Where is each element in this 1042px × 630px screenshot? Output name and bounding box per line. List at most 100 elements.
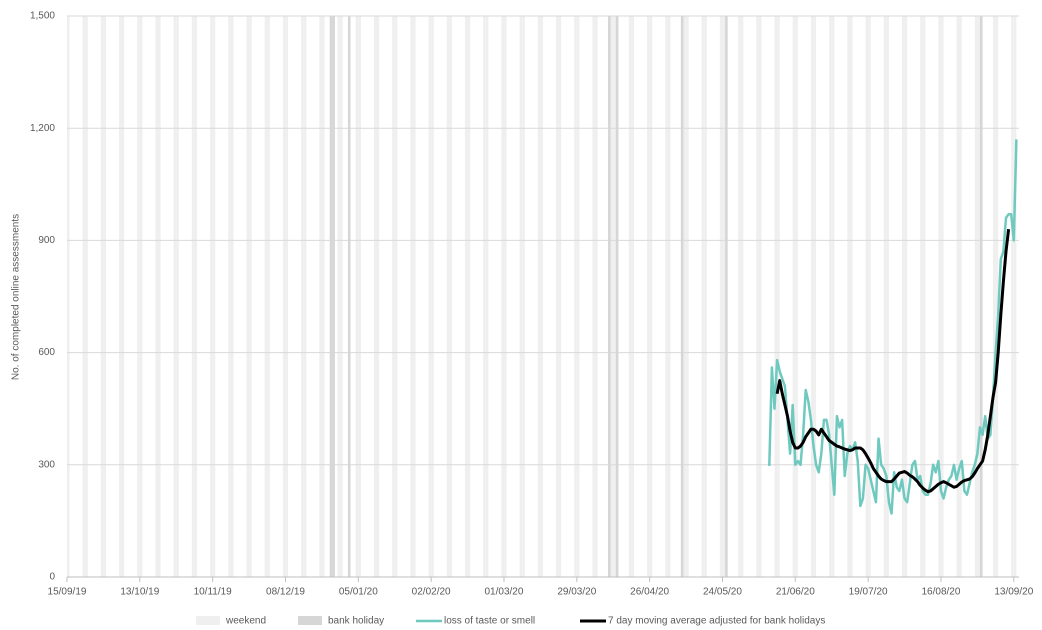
weekend-band bbox=[103, 16, 107, 577]
x-tick-label: 01/03/20 bbox=[485, 587, 524, 598]
weekend-band bbox=[412, 16, 416, 577]
weekend-band bbox=[665, 16, 668, 577]
weekend-band bbox=[740, 16, 744, 577]
weekend-band bbox=[722, 16, 726, 577]
weekend-band bbox=[756, 16, 759, 577]
x-tick-label: 26/04/20 bbox=[630, 587, 669, 598]
weekend-band bbox=[540, 16, 543, 577]
weekend-band bbox=[992, 16, 996, 577]
weekend-band bbox=[173, 16, 177, 577]
weekend-band bbox=[667, 16, 671, 577]
weekend-band bbox=[267, 16, 270, 577]
weekend-band bbox=[210, 16, 213, 577]
legend-label: 7 day moving average adjusted for bank h… bbox=[608, 616, 825, 627]
weekend-band bbox=[977, 16, 980, 577]
x-tick-label: 13/09/20 bbox=[994, 587, 1033, 598]
weekend-band bbox=[285, 16, 289, 577]
weekend-band bbox=[85, 16, 88, 577]
weekend-band bbox=[738, 16, 741, 577]
weekend-band bbox=[938, 16, 941, 577]
weekend-band bbox=[246, 16, 250, 577]
weekend-band bbox=[886, 16, 889, 577]
weekend-band bbox=[431, 16, 434, 577]
weekend-band bbox=[337, 16, 341, 577]
weekend-band bbox=[595, 16, 598, 577]
weekend-band bbox=[829, 16, 832, 577]
weekend-band bbox=[121, 16, 125, 577]
weekend-band bbox=[631, 16, 635, 577]
weekend-band bbox=[647, 16, 650, 577]
x-tick-label: 21/06/20 bbox=[776, 587, 815, 598]
weekend-band bbox=[446, 16, 450, 577]
weekend-band bbox=[904, 16, 908, 577]
weekend-band bbox=[537, 16, 541, 577]
weekend-band bbox=[501, 16, 504, 577]
weekend-band bbox=[464, 16, 468, 577]
weekend-band bbox=[319, 16, 322, 577]
weekend-band bbox=[865, 16, 869, 577]
weekend-band bbox=[449, 16, 452, 577]
weekend-band bbox=[628, 16, 632, 577]
weekend-band bbox=[922, 16, 926, 577]
weekend-band bbox=[264, 16, 268, 577]
y-axis-label: No. of completed online assessments bbox=[11, 214, 22, 380]
weekend-band bbox=[792, 16, 796, 577]
bank-holiday-band bbox=[329, 16, 333, 577]
weekend-band bbox=[556, 16, 559, 577]
weekend-band bbox=[777, 16, 780, 577]
weekend-band bbox=[940, 16, 944, 577]
weekend-band bbox=[376, 16, 380, 577]
weekend-band bbox=[813, 16, 817, 577]
weekend-band bbox=[428, 16, 432, 577]
bank-holiday-band bbox=[347, 16, 351, 577]
y-tick-label: 600 bbox=[38, 347, 55, 358]
series-line bbox=[768, 139, 1018, 515]
weekend-band bbox=[301, 16, 304, 577]
legend-label: loss of taste or smell bbox=[444, 616, 535, 627]
weekend-band bbox=[321, 16, 325, 577]
weekend-band bbox=[610, 16, 614, 577]
weekend-band bbox=[810, 16, 814, 577]
weekend-band bbox=[158, 16, 161, 577]
x-tick-label: 15/09/19 bbox=[48, 587, 87, 598]
bank-holiday-band bbox=[332, 16, 335, 577]
weekend-band bbox=[613, 16, 616, 577]
weekend-band bbox=[139, 16, 143, 577]
weekend-band bbox=[392, 16, 395, 577]
weekend-band bbox=[82, 16, 86, 577]
weekend-band bbox=[774, 16, 778, 577]
x-tick-label: 08/12/19 bbox=[266, 587, 305, 598]
weekend-band bbox=[995, 16, 999, 577]
weekend-band bbox=[519, 16, 523, 577]
weekend-band bbox=[282, 16, 286, 577]
weekend-band bbox=[592, 16, 596, 577]
weekend-band bbox=[883, 16, 887, 577]
weekend-band bbox=[522, 16, 525, 577]
bank-holiday-band bbox=[615, 16, 619, 577]
weekend-band bbox=[683, 16, 687, 577]
weekend-band bbox=[230, 16, 234, 577]
legend-label: weekend bbox=[225, 616, 266, 627]
x-tick-label: 19/07/20 bbox=[849, 587, 888, 598]
y-tick-label: 1,500 bbox=[30, 11, 55, 22]
weekend-band bbox=[1011, 16, 1014, 577]
weekend-band bbox=[576, 16, 580, 577]
x-tick-label: 02/02/20 bbox=[412, 587, 451, 598]
weekend-band bbox=[373, 16, 377, 577]
weekend-band bbox=[704, 16, 707, 577]
weekend-band bbox=[503, 16, 507, 577]
bank-holiday-band bbox=[979, 16, 983, 577]
weekend-band bbox=[191, 16, 195, 577]
weekend-band bbox=[868, 16, 871, 577]
weekend-band bbox=[758, 16, 762, 577]
x-tick-label: 05/01/20 bbox=[339, 587, 378, 598]
weekend-band bbox=[176, 16, 179, 577]
weekend-band bbox=[119, 16, 122, 577]
weekend-band bbox=[901, 16, 905, 577]
weekend-band bbox=[974, 16, 978, 577]
bank-holiday-band bbox=[680, 16, 684, 577]
weekend-band bbox=[194, 16, 198, 577]
y-tick-label: 0 bbox=[49, 572, 55, 583]
weekend-band bbox=[137, 16, 140, 577]
